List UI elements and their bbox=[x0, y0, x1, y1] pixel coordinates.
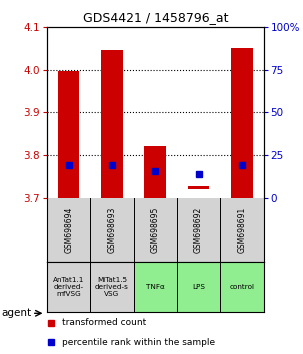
Text: GSM698695: GSM698695 bbox=[151, 207, 160, 253]
Text: AnTat1.1
derived-
mfVSG: AnTat1.1 derived- mfVSG bbox=[53, 276, 84, 297]
Text: LPS: LPS bbox=[192, 284, 205, 290]
Bar bbox=[47, 262, 90, 312]
Bar bbox=[220, 262, 264, 312]
Text: percentile rank within the sample: percentile rank within the sample bbox=[62, 338, 215, 347]
Bar bbox=[134, 262, 177, 312]
Bar bbox=[188, 185, 209, 189]
Text: GSM698694: GSM698694 bbox=[64, 207, 73, 253]
Text: transformed count: transformed count bbox=[62, 318, 146, 327]
Text: GSM698692: GSM698692 bbox=[194, 207, 203, 253]
Title: GDS4421 / 1458796_at: GDS4421 / 1458796_at bbox=[82, 11, 228, 24]
Bar bbox=[58, 71, 79, 199]
Text: GSM698691: GSM698691 bbox=[238, 207, 246, 253]
Text: agent: agent bbox=[2, 308, 32, 318]
Bar bbox=[101, 50, 123, 199]
Text: GSM698693: GSM698693 bbox=[108, 207, 116, 253]
Bar bbox=[231, 48, 253, 199]
Bar bbox=[90, 262, 134, 312]
Text: TNFα: TNFα bbox=[146, 284, 165, 290]
Text: control: control bbox=[229, 284, 255, 290]
Bar bbox=[177, 262, 220, 312]
Text: MiTat1.5
derived-s
VSG: MiTat1.5 derived-s VSG bbox=[95, 276, 129, 297]
Bar bbox=[145, 146, 166, 199]
